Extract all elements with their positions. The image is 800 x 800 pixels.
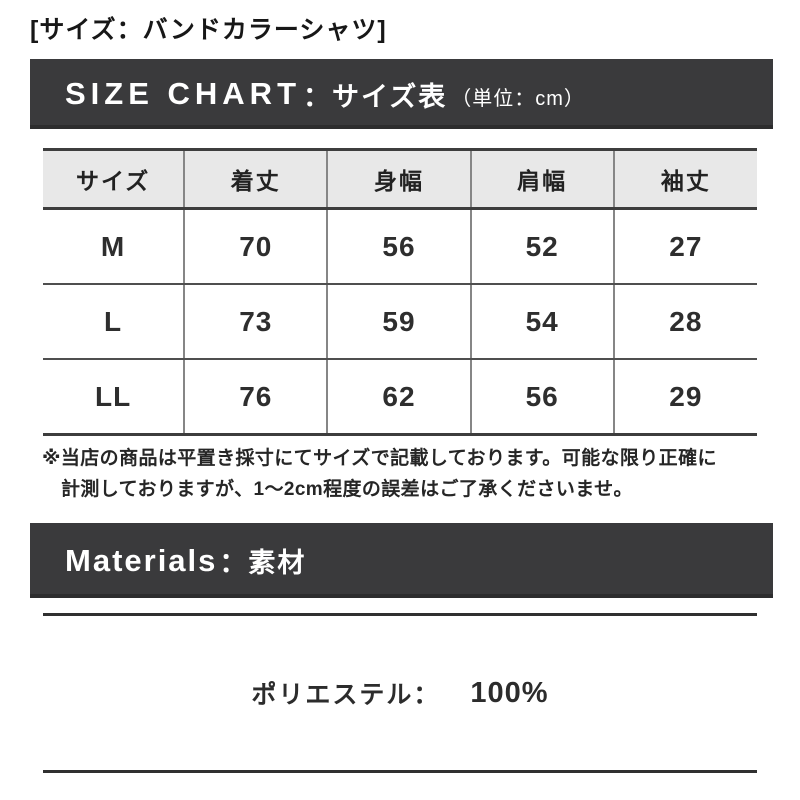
measurement-cell: 28 (612, 284, 757, 360)
measurement-cell: 76 (183, 359, 328, 436)
size-chart-heading-separator: ： (303, 81, 330, 112)
measurement-note: ※当店の商品は平置き採寸にてサイズで記載しております。可能な限り正確に 計測して… (42, 443, 768, 505)
measurement-cell: 59 (326, 284, 471, 360)
measurement-cell: 27 (612, 208, 757, 285)
column-header: 袖丈 (612, 148, 757, 210)
size-label-cell: M (43, 208, 185, 285)
size-row: M 70 56 52 27 (43, 208, 757, 285)
measurement-cell: 54 (469, 284, 614, 360)
table-header-row: サイズ 着丈 身幅 肩幅 袖丈 (43, 148, 757, 210)
materials-heading-separator: ： (219, 548, 247, 578)
materials-heading-jp: 素材 (248, 548, 307, 578)
size-label-cell: L (43, 284, 185, 360)
measurement-cell: 52 (469, 208, 614, 285)
page-title: [サイズ：バンドカラーシャツ] (30, 16, 387, 44)
materials-top-divider (43, 613, 757, 616)
measurement-cell: 29 (612, 359, 757, 436)
measurement-note-line2: 計測しておりますが、1〜2cm程度の誤差はご了承くださいませ。 (61, 479, 633, 500)
column-header: 身幅 (326, 148, 471, 210)
size-row: L 73 59 54 28 (43, 284, 757, 360)
measurement-cell: 56 (469, 359, 614, 436)
size-chart-heading-en: SIZE CHART (65, 76, 301, 111)
size-table-wrapper: サイズ 着丈 身幅 肩幅 袖丈 M 70 56 52 27 L 73 59 54 28 LL 76 62 56 29 (43, 148, 757, 436)
materials-heading-en: Materials (65, 542, 218, 578)
materials-bottom-divider (43, 770, 757, 773)
material-row: ポリエステル： 100% (43, 668, 757, 718)
measurement-cell: 56 (326, 208, 471, 285)
column-header: 肩幅 (469, 148, 614, 210)
measurement-cell: 73 (183, 284, 328, 360)
measurement-note-line1: ※当店の商品は平置き採寸にてサイズで記載しております。可能な限り正確に (42, 448, 717, 469)
column-header: 着丈 (183, 148, 328, 210)
measurement-cell: 70 (183, 208, 328, 285)
material-percentage: 100% (470, 676, 549, 709)
measurement-cell: 62 (326, 359, 471, 436)
size-chart-banner: SIZE CHART ： サイズ表 （単位：cm） (30, 59, 773, 129)
materials-banner: Materials ： 素材 (30, 523, 773, 598)
column-header: サイズ (43, 148, 185, 210)
size-chart-heading-jp: サイズ表 (332, 81, 448, 112)
size-table: サイズ 着丈 身幅 肩幅 袖丈 M 70 56 52 27 L 73 59 54 28 LL 76 62 56 29 (43, 148, 757, 436)
size-label-cell: LL (43, 359, 185, 436)
size-row: LL 76 62 56 29 (43, 359, 757, 436)
material-name: ポリエステル： (251, 681, 441, 709)
size-chart-unit-label: （単位：cm） (451, 87, 585, 110)
